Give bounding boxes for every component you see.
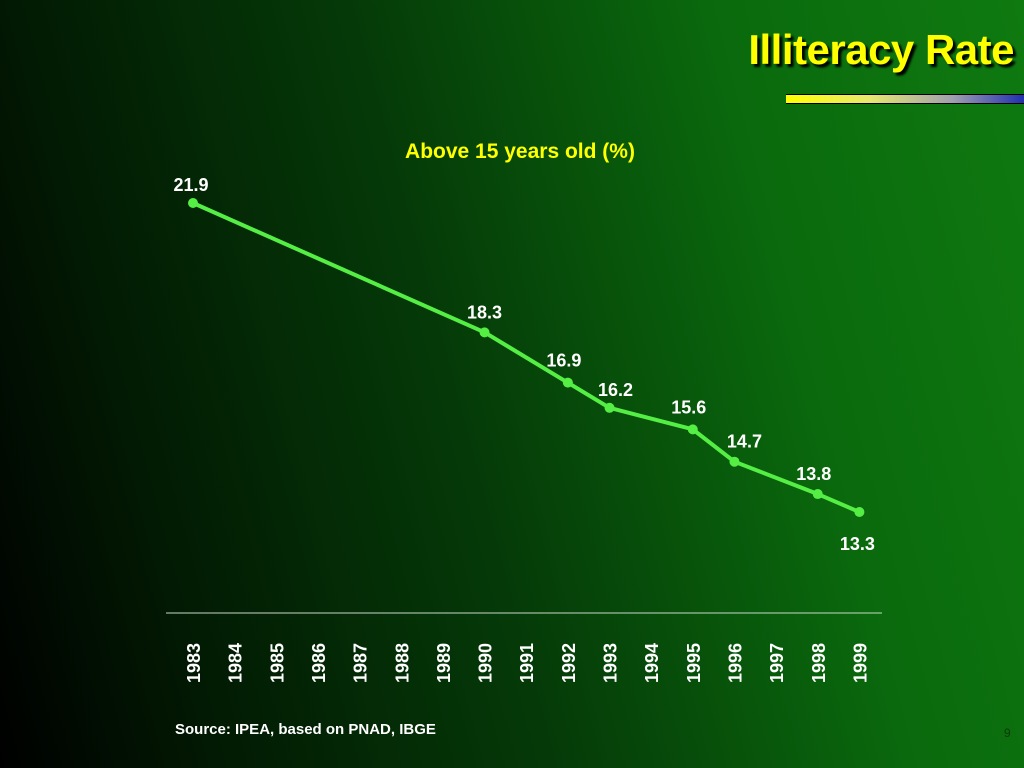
x-tick-label-1993: 1993 <box>601 643 621 683</box>
x-tick-label-1995: 1995 <box>684 643 704 683</box>
x-tick-label-1984: 1984 <box>226 643 246 683</box>
x-tick-label-1999: 1999 <box>850 643 870 683</box>
data-label-1992: 16.9 <box>546 351 581 371</box>
x-tick-label-1991: 1991 <box>517 643 537 683</box>
data-point-1993 <box>604 402 615 413</box>
series-line <box>192 201 861 514</box>
x-tick-label-1986: 1986 <box>309 643 329 683</box>
data-point-1999 <box>854 507 865 517</box>
data-label-1983: 21.9 <box>173 175 208 195</box>
x-tick-label-1987: 1987 <box>351 643 371 683</box>
x-tick-label-1990: 1990 <box>476 643 496 683</box>
data-label-1990: 18.3 <box>467 302 502 322</box>
x-tick-label-1988: 1988 <box>392 643 412 683</box>
data-point-1995 <box>687 424 698 435</box>
title-underline-bar <box>786 94 1024 104</box>
x-tick-label-1992: 1992 <box>559 643 579 683</box>
data-point-1996 <box>729 456 740 467</box>
x-tick-label-1985: 1985 <box>267 643 287 683</box>
x-tick-label-1997: 1997 <box>767 643 787 683</box>
data-point-1992 <box>562 377 573 388</box>
source-note: Source: IPEA, based on PNAD, IBGE <box>175 721 436 738</box>
data-label-1995: 15.6 <box>671 397 706 417</box>
chart-title: Above 15 years old (%) <box>405 140 635 163</box>
x-tick-label-1994: 1994 <box>642 643 662 683</box>
data-point-1998 <box>812 489 823 500</box>
x-tick-label-1989: 1989 <box>434 643 454 683</box>
data-label-1993: 16.2 <box>598 380 633 400</box>
data-label-1999: 13.3 <box>840 534 875 554</box>
data-point-1990 <box>479 327 490 338</box>
data-label-1996: 14.7 <box>727 432 762 452</box>
x-tick-label-1996: 1996 <box>725 643 745 683</box>
slide-title: Illiteracy Rate <box>748 26 1014 73</box>
page-number: 9 <box>1004 726 1011 740</box>
data-label-1998: 13.8 <box>796 464 831 484</box>
data-point-1983 <box>188 198 198 208</box>
x-tick-label-1983: 1983 <box>184 643 204 683</box>
x-tick-label-1998: 1998 <box>809 643 829 683</box>
